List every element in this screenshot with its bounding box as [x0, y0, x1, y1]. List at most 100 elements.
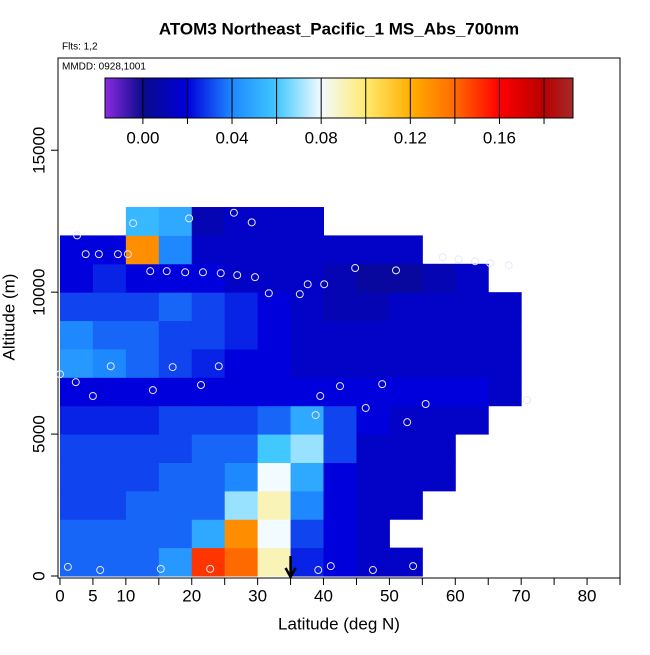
heat-cell: [125, 292, 160, 322]
heat-cell: [488, 348, 522, 378]
heat-cell: [59, 292, 94, 322]
sample-point: [316, 392, 325, 401]
heat-cell: [191, 348, 226, 378]
heat-cell: [224, 377, 259, 407]
heat-cell: [224, 235, 259, 265]
sample-point: [168, 363, 177, 372]
colorbar: [104, 77, 574, 119]
heat-cell: [92, 292, 127, 322]
heat-cell: [59, 547, 94, 577]
heat-cell: [323, 320, 357, 350]
heat-cell: [422, 348, 456, 378]
heat-cell: [356, 490, 390, 520]
heat-cell: [92, 320, 127, 350]
heat-cell: [92, 263, 127, 293]
heat-cell: [356, 547, 390, 577]
colorbar-tick-label: 0.04: [215, 128, 248, 147]
heat-cell: [257, 207, 292, 236]
sample-point: [351, 264, 360, 273]
heat-cell: [323, 292, 357, 322]
x-tick-label: 5: [88, 586, 97, 605]
heat-cell: [356, 263, 390, 293]
heat-cell: [224, 292, 259, 322]
heat-cell: [455, 292, 489, 322]
heat-cell: [59, 348, 94, 378]
heat-cell: [422, 405, 456, 435]
heat-cell: [422, 462, 456, 492]
heat-cell: [59, 405, 94, 435]
sample-point: [320, 280, 329, 289]
x-tick-label: 30: [248, 586, 267, 605]
heat-cell: [125, 348, 160, 378]
heat-cell: [224, 405, 259, 435]
heat-cell: [92, 235, 127, 265]
sample-point: [185, 214, 194, 223]
heat-cell: [158, 320, 193, 350]
y-tick-label: 0: [29, 571, 48, 580]
sample-point: [471, 257, 480, 266]
heat-cell: [158, 377, 193, 407]
heat-cell: [257, 263, 292, 293]
heat-cell: [191, 207, 226, 236]
sample-point: [94, 250, 103, 259]
heat-cell: [224, 462, 259, 492]
heat-cell: [125, 490, 160, 520]
heat-cell: [191, 405, 226, 435]
heat-cell: [323, 490, 357, 520]
heat-cell: [323, 405, 357, 435]
heat-cell: [257, 348, 292, 378]
colorbar-tick-label: 0.08: [305, 128, 338, 147]
heat-cell: [224, 320, 259, 350]
y-tick-label: 15000: [29, 127, 48, 174]
heatmap: [59, 207, 522, 577]
heat-cell: [455, 263, 489, 293]
heat-cell: [389, 263, 423, 293]
y-axis-label: Altitude (m): [0, 274, 18, 361]
heat-cell: [422, 320, 456, 350]
heat-cell: [257, 490, 292, 520]
heat-cell: [290, 547, 325, 577]
heat-cell: [290, 263, 325, 293]
heat-cell: [422, 263, 456, 293]
heat-cell: [323, 462, 357, 492]
sample-point: [81, 250, 90, 259]
heat-cell: [92, 490, 127, 520]
sample-point: [96, 566, 105, 575]
heat-cell: [422, 292, 456, 322]
heat-cell: [59, 462, 94, 492]
heat-cell: [356, 405, 390, 435]
heat-cell: [389, 320, 423, 350]
sample-point: [88, 392, 97, 401]
heat-cell: [191, 462, 226, 492]
sample-point: [303, 280, 312, 289]
heat-cell: [290, 320, 325, 350]
sample-point: [216, 269, 225, 278]
sample-point: [335, 382, 344, 391]
heat-cell: [158, 263, 193, 293]
heat-cell: [224, 547, 259, 577]
heat-cell: [224, 207, 259, 236]
sample-point: [148, 386, 157, 395]
heat-cell: [191, 263, 226, 293]
heat-cell: [125, 405, 160, 435]
sample-point: [421, 400, 430, 409]
sample-point: [113, 250, 122, 259]
sample-point: [409, 562, 418, 571]
sample-point: [129, 219, 138, 228]
sample-point: [196, 380, 205, 389]
heat-cell: [389, 490, 423, 520]
x-tick-label: 60: [446, 586, 465, 605]
heat-cell: [224, 348, 259, 378]
heat-cell: [59, 490, 94, 520]
sample-point: [454, 255, 463, 264]
heat-cell: [158, 519, 193, 549]
sample-point: [198, 268, 207, 277]
heat-cell: [290, 490, 325, 520]
annotation: MMDD: 0928,1001: [62, 62, 146, 73]
heat-cell: [224, 263, 259, 293]
sample-point: [403, 418, 412, 427]
heat-cell: [224, 519, 259, 549]
heat-cell: [323, 235, 357, 265]
heat-cell: [389, 377, 423, 407]
colorbar-tick-label: 0.12: [394, 128, 427, 147]
